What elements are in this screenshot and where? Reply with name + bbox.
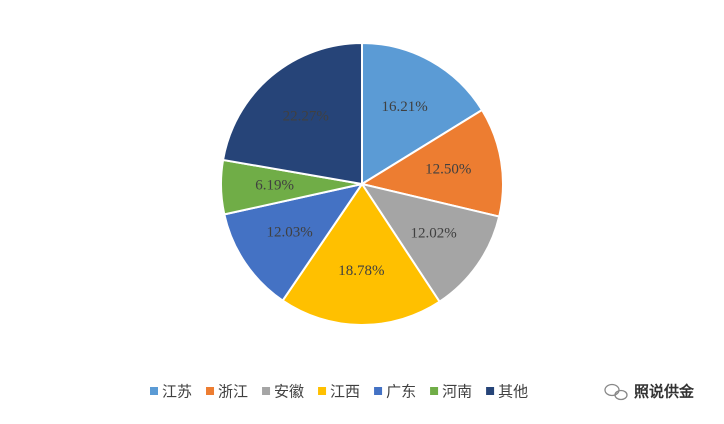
data-label: 16.21% xyxy=(381,99,427,115)
legend-label: 江西 xyxy=(330,383,360,401)
data-label: 18.78% xyxy=(338,263,384,279)
watermark-icon xyxy=(604,383,628,401)
data-label: 12.50% xyxy=(425,162,471,178)
legend-swatch xyxy=(150,387,158,395)
legend-label: 其他 xyxy=(498,383,528,401)
legend-label: 浙江 xyxy=(218,383,248,401)
legend-label: 安徽 xyxy=(274,383,304,401)
legend-label: 广东 xyxy=(386,383,416,401)
pie-slice xyxy=(221,41,363,186)
pie-slice xyxy=(223,182,365,302)
data-label: 22.27% xyxy=(283,109,329,125)
pie-slice xyxy=(359,108,504,218)
legend-swatch xyxy=(486,387,495,395)
legend-swatch xyxy=(374,387,383,395)
pie-slice xyxy=(281,182,441,326)
legend-swatch xyxy=(262,387,271,395)
legend-label: 河南 xyxy=(442,383,472,401)
data-label: 12.03% xyxy=(266,224,312,240)
legend-label: 江苏 xyxy=(162,383,192,401)
legend-swatch xyxy=(430,387,439,395)
pie-slice xyxy=(361,41,484,186)
data-label: 6.19% xyxy=(255,177,294,193)
pie-slice xyxy=(359,182,501,304)
watermark: 照说供金 xyxy=(634,383,695,401)
legend-swatch xyxy=(318,387,327,395)
legend-swatch xyxy=(206,387,215,395)
data-label: 12.02% xyxy=(410,226,456,242)
